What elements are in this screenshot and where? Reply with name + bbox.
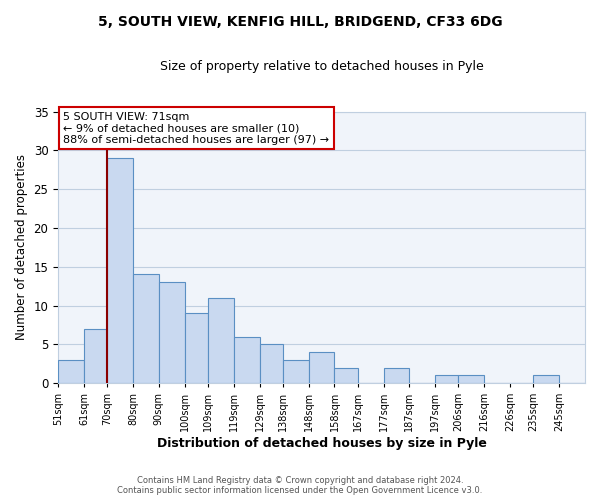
Bar xyxy=(533,376,559,383)
Bar xyxy=(308,352,334,383)
Bar xyxy=(334,368,358,383)
Bar xyxy=(208,298,234,383)
Bar xyxy=(260,344,283,383)
X-axis label: Distribution of detached houses by size in Pyle: Distribution of detached houses by size … xyxy=(157,437,487,450)
Text: Contains HM Land Registry data © Crown copyright and database right 2024.
Contai: Contains HM Land Registry data © Crown c… xyxy=(118,476,482,495)
Bar xyxy=(458,376,484,383)
Bar xyxy=(383,368,409,383)
Bar xyxy=(133,274,159,383)
Title: Size of property relative to detached houses in Pyle: Size of property relative to detached ho… xyxy=(160,60,484,73)
Bar xyxy=(283,360,308,383)
Bar xyxy=(58,360,84,383)
Bar xyxy=(107,158,133,383)
Y-axis label: Number of detached properties: Number of detached properties xyxy=(15,154,28,340)
Bar xyxy=(435,376,458,383)
Text: 5 SOUTH VIEW: 71sqm
← 9% of detached houses are smaller (10)
88% of semi-detache: 5 SOUTH VIEW: 71sqm ← 9% of detached hou… xyxy=(64,112,329,145)
Bar xyxy=(84,329,107,383)
Text: 5, SOUTH VIEW, KENFIG HILL, BRIDGEND, CF33 6DG: 5, SOUTH VIEW, KENFIG HILL, BRIDGEND, CF… xyxy=(98,15,502,29)
Bar xyxy=(234,336,260,383)
Bar xyxy=(159,282,185,383)
Bar xyxy=(185,314,208,383)
